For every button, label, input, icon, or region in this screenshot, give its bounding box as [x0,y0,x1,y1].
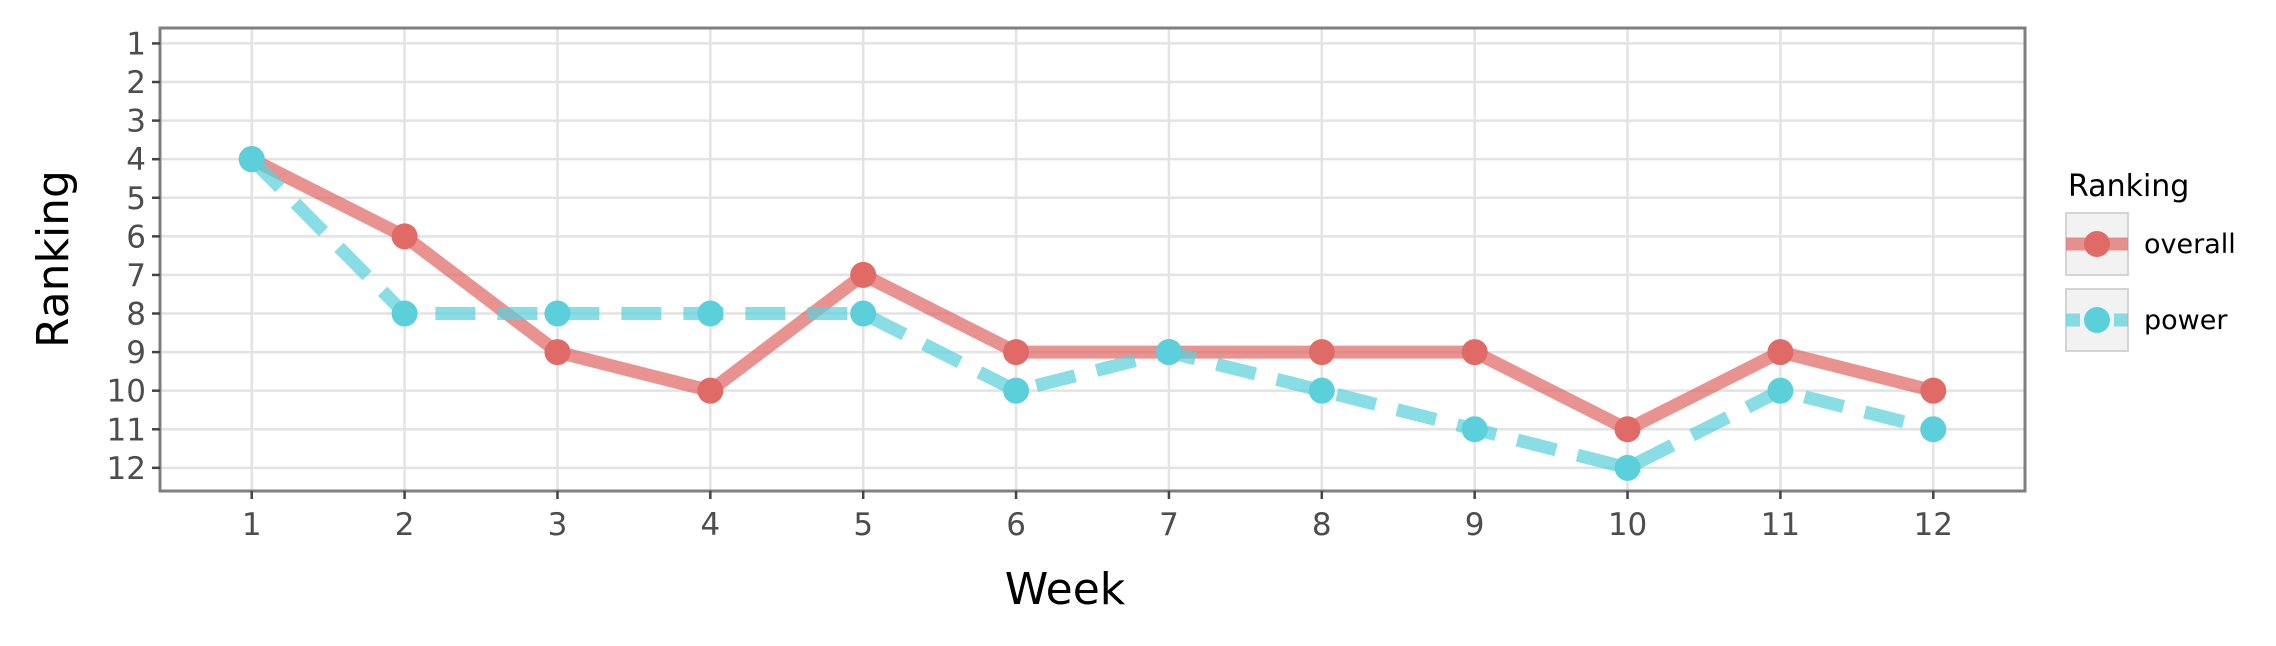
data-point-power [1461,416,1488,443]
y-tick-label: 1 [126,26,146,62]
panel-border [158,26,2027,493]
data-point-overall [1767,339,1794,366]
data-point-power [1155,339,1182,366]
data-point-power [391,300,418,327]
series-line-power [247,154,1935,475]
data-point-overall [850,261,877,288]
x-tick-label: 7 [1159,507,1179,543]
data-point-power [1767,377,1794,404]
x-tick-label: 1 [242,507,262,543]
legend: Ranking overall power [2065,169,2236,352]
data-point-overall [1461,339,1488,366]
x-tick-label: 10 [1608,507,1647,543]
data-point-overall [1614,416,1641,443]
x-tick-label: 6 [1006,507,1026,543]
x-tick-label: 4 [700,507,720,543]
y-tick-label: 12 [107,451,146,487]
data-point-power [544,300,571,327]
series-layer [238,146,1947,481]
y-tick-label: 10 [107,374,146,410]
x-tick-label: 11 [1761,507,1800,543]
legend-title: Ranking [2068,169,2189,204]
data-point-overall [1920,377,1947,404]
y-tick-label: 9 [126,335,146,371]
data-point-overall [1308,339,1335,366]
data-point-power [1308,377,1335,404]
x-tick-label: 2 [395,507,415,543]
data-point-power [697,300,724,327]
y-tick-label: 8 [126,297,146,333]
x-tick-label: 9 [1465,507,1485,543]
y-tick-label: 6 [126,219,146,255]
data-point-overall [391,223,418,250]
series-line-overall [248,153,1935,436]
y-tick-label: 7 [126,258,146,294]
data-point-overall [544,339,571,366]
legend-key-point-overall [2084,231,2110,257]
x-tick-label: 12 [1914,507,1953,543]
x-tick-label: 3 [548,507,568,543]
legend-key-point-power [2084,307,2110,333]
y-axis-label: Ranking [28,170,79,348]
grid-layer [160,28,2025,491]
legend-label-overall: overall [2144,229,2236,260]
x-tick-label: 8 [1312,507,1332,543]
y-tick-label: 2 [126,65,146,101]
y-tick-label: 5 [126,181,146,217]
y-tick-label: 3 [126,104,146,140]
y-tick-label: 4 [126,142,146,178]
data-point-power [1920,416,1947,443]
panel-background [160,28,2025,491]
data-point-power [1003,377,1030,404]
legend-label-power: power [2144,305,2228,336]
data-point-overall [697,377,724,404]
x-axis-label: Week [1005,564,1126,615]
data-point-power [850,300,877,327]
x-tick-label: 5 [853,507,873,543]
data-point-power [1614,454,1641,481]
data-point-power [238,146,265,173]
y-tick-label: 11 [107,412,146,448]
data-point-overall [1003,339,1030,366]
